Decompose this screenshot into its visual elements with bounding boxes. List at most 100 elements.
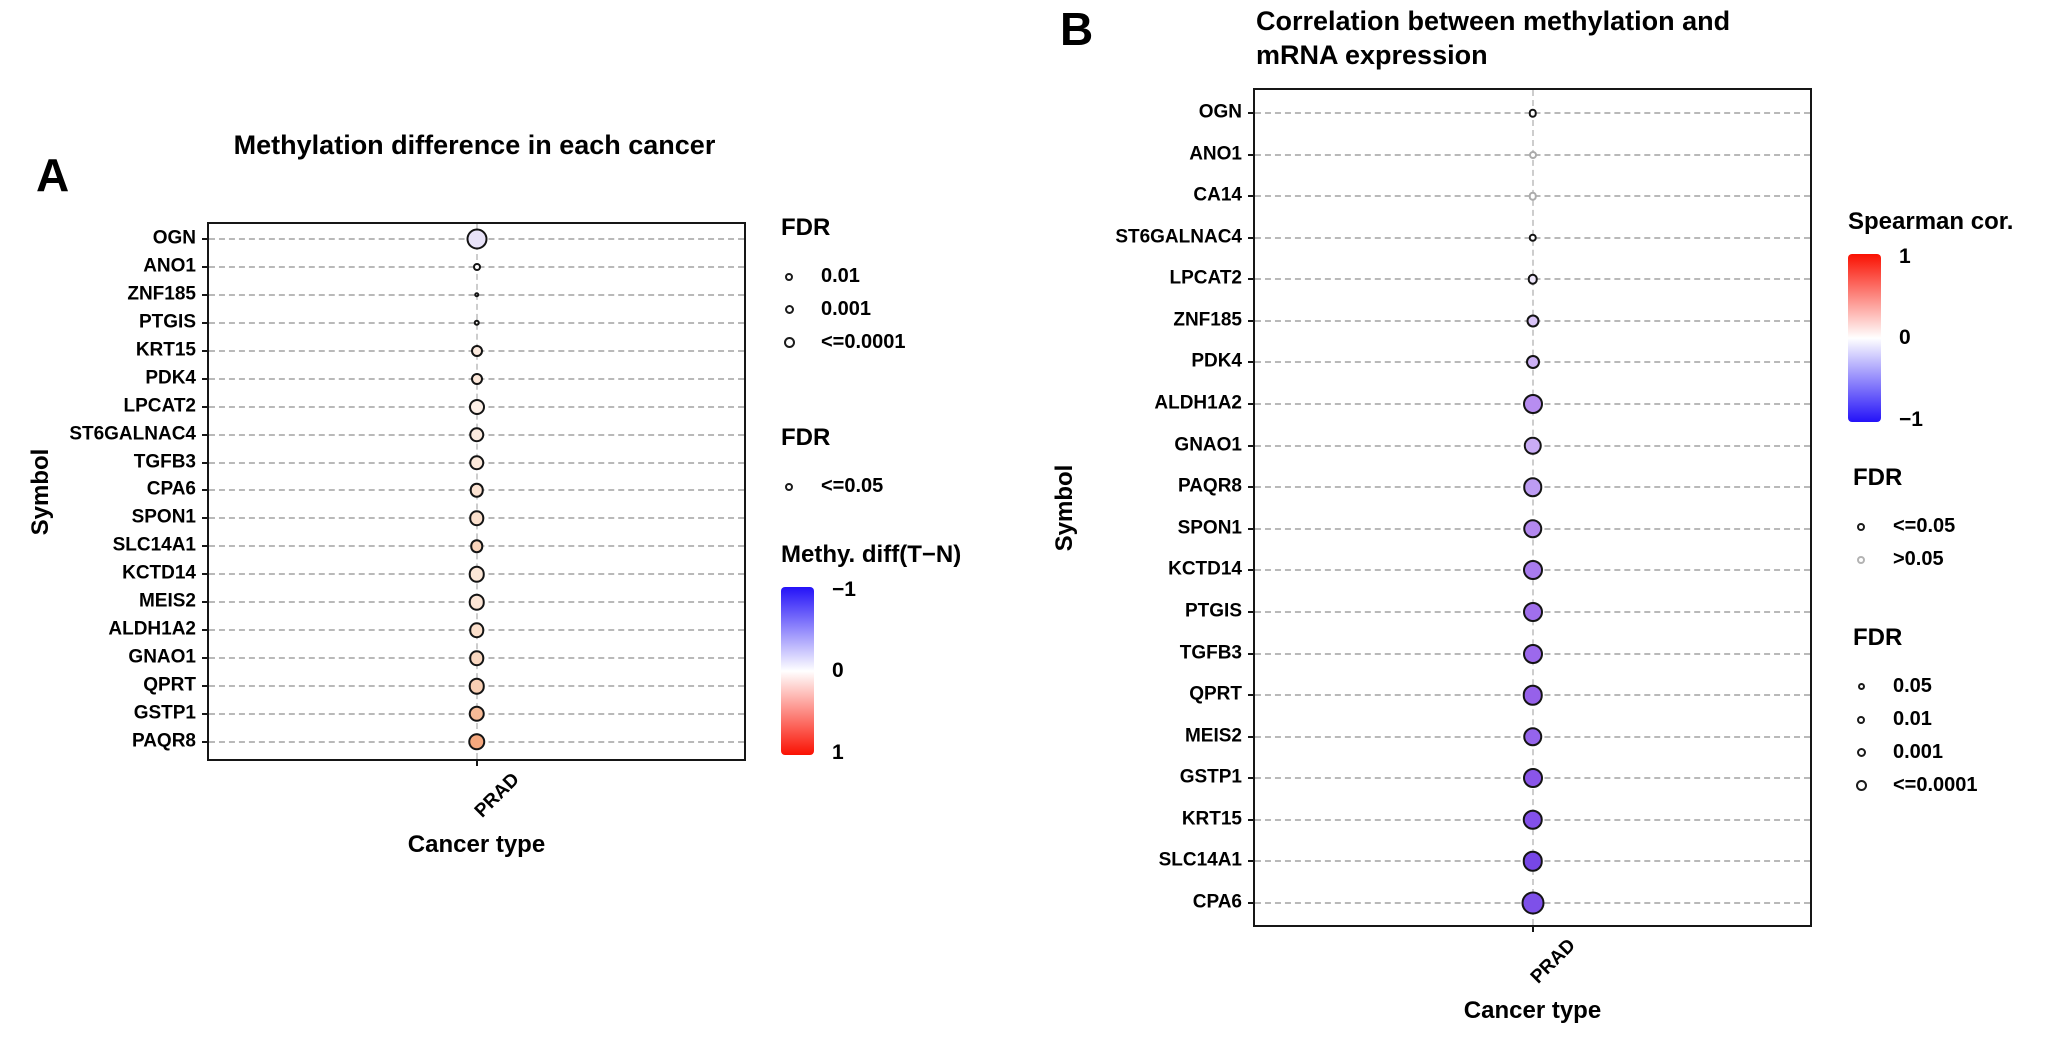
y-axis-tick (202, 433, 209, 436)
legend-circle-slot (781, 337, 797, 348)
y-tick-label: LPCAT2 (123, 395, 196, 417)
y-axis-tick (202, 349, 209, 352)
data-dot-cpa6 (1521, 891, 1544, 915)
fdr-size-circle (1857, 522, 1865, 531)
data-dot-spon1 (468, 510, 485, 527)
fdr-size-circle (1857, 683, 1865, 690)
fdr-size-circle (785, 482, 793, 491)
legend-item-label: <=0.0001 (821, 331, 906, 353)
data-dot-gnao1 (1523, 436, 1542, 455)
y-tick-label: MEIS2 (138, 590, 196, 612)
legend-circle-slot (781, 482, 797, 491)
y-axis-tick (202, 573, 209, 576)
y-axis-tick (202, 489, 209, 492)
data-dot-ca14 (1528, 191, 1537, 201)
y-tick-label: ALDH1A2 (108, 618, 196, 640)
y-axis-tick (202, 517, 209, 520)
y-tick-label: SLC14A1 (1158, 849, 1242, 871)
data-dot-aldh1a2 (468, 622, 485, 638)
y-tick-label: ST6GALNAC4 (69, 423, 196, 445)
fdr-size-circle (1857, 555, 1865, 564)
panel-b-title-line2: mRNA expression (1256, 40, 1488, 70)
fdr-size-circle (785, 272, 793, 281)
y-axis-tick (202, 685, 209, 688)
legend-item-label: 0.01 (821, 265, 860, 287)
y-axis-tick (1248, 860, 1255, 863)
data-dot-aldh1a2 (1522, 394, 1543, 415)
y-tick-label: QPRT (143, 674, 196, 696)
legend-item-label: 0.001 (1893, 741, 1944, 763)
fdr-size-circle (784, 305, 794, 314)
fdr-size-circle (1856, 748, 1866, 757)
x-tick-label-prad: PRAD (1526, 935, 1580, 988)
y-tick-label: GSTP1 (1179, 766, 1242, 788)
panel-a-fdr-legend: FDR <=0.05 (781, 424, 883, 503)
legend-title: FDR (781, 424, 831, 451)
legend-item-label: 0.001 (821, 298, 872, 320)
y-axis-tick (202, 405, 209, 408)
data-dot-gnao1 (468, 650, 485, 666)
legend-item: 0.001 (781, 293, 906, 326)
y-axis-tick (1248, 444, 1255, 447)
y-tick-label: ALDH1A2 (1154, 392, 1242, 414)
y-tick-label: SPON1 (1177, 517, 1242, 539)
y-tick-label: CPA6 (1192, 891, 1242, 913)
panel-b-ylabel: Symbol (1051, 464, 1078, 551)
y-axis-tick (202, 238, 209, 240)
legend-item-label: 0.05 (1893, 675, 1932, 697)
data-dot-ptgis (1522, 601, 1543, 622)
y-tick-label: CA14 (1193, 184, 1242, 206)
fdr-size-circle (1855, 780, 1867, 791)
legend-circle-slot (1853, 715, 1869, 724)
panel-a-colorbar-legend: Methy. diff(T−N) −1 0 1 (781, 541, 961, 764)
legend-circle-slot (1853, 522, 1869, 531)
y-axis-tick (1248, 236, 1255, 239)
y-tick-label: ANO1 (1189, 143, 1242, 165)
y-axis-tick (1248, 361, 1255, 364)
y-tick-label: GNAO1 (1174, 434, 1242, 456)
y-tick-label: QPRT (1189, 683, 1242, 705)
y-axis-tick (1248, 486, 1255, 489)
y-axis-tick (1248, 902, 1255, 905)
colorbar-gradient (1848, 254, 1881, 422)
data-dot-slc14a1 (469, 539, 484, 554)
y-axis-tick (1248, 403, 1255, 406)
y-axis-tick (1248, 818, 1255, 821)
panel-a-fdr-size-legend: FDR 0.01 0.001 <=0.0001 (781, 214, 906, 359)
y-tick-label: GNAO1 (128, 646, 196, 668)
data-dot-spon1 (1522, 519, 1543, 539)
data-dot-slc14a1 (1522, 851, 1543, 872)
legend-item: <=0.0001 (781, 326, 906, 359)
panel-b-title-line1: Correlation between methylation and (1256, 6, 1731, 36)
colorbar-tick-label: 0 (1899, 326, 1911, 349)
legend-item: 0.01 (1853, 703, 1978, 736)
y-tick-label: ZNF185 (1173, 309, 1242, 331)
colorbar-gradient (781, 587, 814, 755)
data-dot-tgfb3 (468, 454, 485, 471)
colorbar-tick-label: 1 (832, 741, 844, 765)
legend-item-label: <=0.05 (1893, 515, 1956, 537)
y-tick-label: KCTD14 (122, 562, 196, 584)
panel-b-title: Correlation between methylation and mRNA… (1256, 4, 2036, 72)
data-dot-pdk4 (1525, 355, 1540, 370)
data-dot-st6galnac4 (468, 426, 485, 443)
panel-a-plot-area: PRAD Cancer type Symbol OGN ANO1 ZNF185 PTG… (27, 222, 746, 858)
colorbar-tick-label: −1 (1899, 408, 1923, 432)
y-tick-label: SPON1 (131, 506, 196, 528)
data-dot-ptgis (473, 319, 480, 327)
data-dot-kctd14 (468, 566, 485, 583)
y-axis-tick (1248, 195, 1255, 198)
legend-item: 0.001 (1853, 736, 1978, 769)
legend-item-label: >0.05 (1893, 548, 1944, 570)
fdr-size-circle (1857, 715, 1865, 724)
legend-item: <=0.05 (1853, 510, 1955, 543)
legend-title: FDR (781, 214, 831, 241)
panel-b-fdr-legend: FDR <=0.05 >0.05 (1853, 464, 1955, 576)
y-tick-label: KRT15 (135, 339, 196, 361)
y-axis-tick (202, 657, 209, 660)
legend-item: 0.05 (1853, 670, 1978, 703)
x-axis-tick (475, 759, 478, 766)
legend-circle-slot (1853, 555, 1869, 564)
x-tick-label-prad: PRAD (470, 769, 524, 822)
y-tick-label: KRT15 (1181, 808, 1242, 830)
